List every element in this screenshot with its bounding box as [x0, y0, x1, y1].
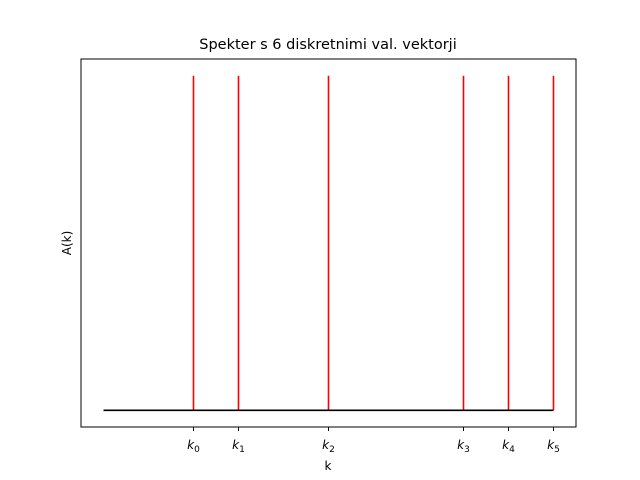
x-tick-label-2: k2: [322, 438, 335, 455]
x-axis-label: k: [325, 459, 332, 473]
x-tick-label-1: k1: [232, 438, 245, 455]
y-axis-label: A(k): [60, 231, 74, 256]
x-tick-label-0: k0: [187, 438, 200, 455]
x-tick-label-3: k3: [457, 438, 470, 455]
chart-marks: [103, 75, 555, 412]
x-tick-label-5: k5: [547, 438, 560, 455]
x-ticks: k0 k1 k2 k3 k4 k5: [187, 427, 560, 455]
x-tick-label-4: k4: [502, 438, 515, 455]
chart-title: Spekter s 6 diskretnimi val. vektorji: [199, 37, 457, 53]
